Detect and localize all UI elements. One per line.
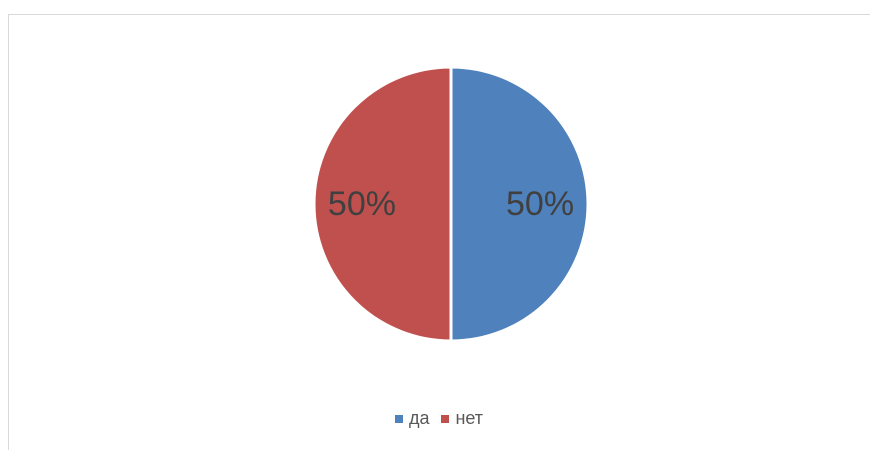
legend-swatch-net — [441, 414, 450, 423]
legend: да нет — [0, 408, 878, 429]
pie-slice-label-0: 50% — [506, 185, 574, 223]
legend-item-net: нет — [441, 408, 483, 429]
legend-swatch-da — [394, 414, 403, 423]
legend-label-da: да — [408, 408, 430, 428]
legend-item-da: да — [394, 408, 430, 429]
pie-slice-label-1: 50% — [328, 185, 396, 223]
pie-slice-1 — [312, 65, 453, 343]
legend-label-net: нет — [455, 408, 484, 428]
pie-labels: 50% 50% — [328, 185, 574, 223]
pie-slices — [312, 65, 590, 343]
pie-slice-0 — [449, 65, 590, 343]
